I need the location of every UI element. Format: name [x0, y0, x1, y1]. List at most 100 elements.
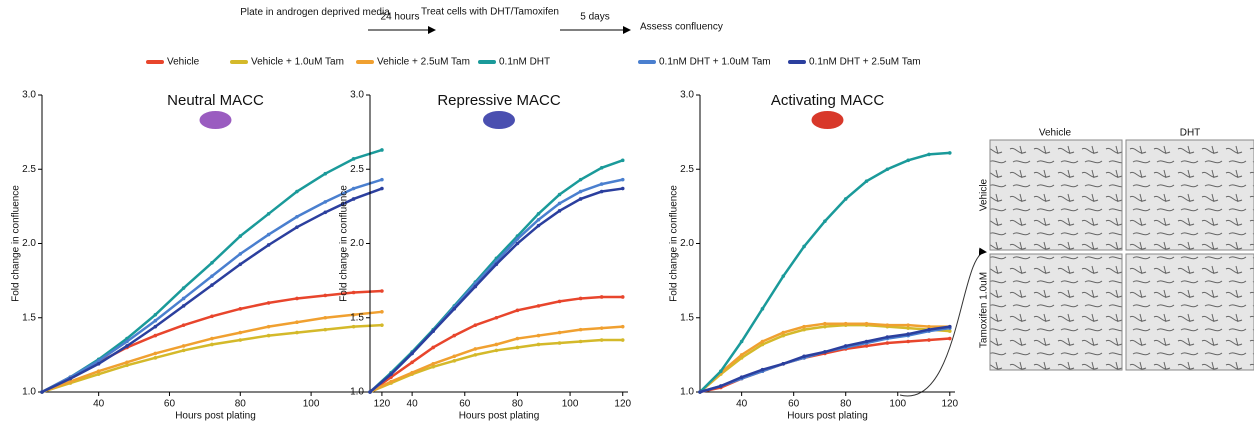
data-point [351, 157, 356, 161]
y-axis-label: Fold change in confluence [339, 185, 350, 302]
data-point [515, 237, 520, 241]
data-point [323, 315, 328, 320]
data-point [68, 379, 73, 384]
data-point [578, 339, 583, 344]
data-point [536, 304, 541, 308]
data-point [295, 320, 299, 325]
data-point [431, 329, 435, 333]
data-point [719, 369, 723, 374]
data-point [536, 333, 541, 338]
data-point [760, 307, 765, 311]
data-point [266, 333, 271, 338]
x-axis-label: Hours post plating [787, 411, 868, 422]
data-point [323, 200, 328, 204]
data-point [410, 370, 414, 375]
data-point [380, 323, 384, 327]
y-tick-label: 2.5 [22, 164, 36, 175]
data-point [125, 360, 129, 365]
data-point [906, 158, 910, 163]
data-point [494, 348, 499, 353]
x-axis-label: Hours post plating [459, 411, 540, 422]
x-tick-label: 60 [459, 399, 471, 410]
x-tick-label: 80 [512, 399, 524, 410]
data-point [473, 284, 478, 289]
data-point [210, 274, 214, 278]
x-tick-label: 60 [164, 399, 176, 410]
legend-label: Vehicle + 1.0uM Tam [251, 57, 344, 68]
data-point [351, 290, 356, 295]
data-point [864, 179, 869, 183]
data-point [494, 262, 499, 267]
data-point [153, 318, 158, 323]
data-point [494, 342, 499, 347]
data-point [238, 330, 243, 335]
y-axis-label: Fold change in confluence [11, 185, 22, 302]
data-point [380, 289, 384, 293]
data-point [578, 327, 583, 332]
data-point [96, 372, 101, 376]
data-point [351, 324, 356, 329]
chart-title: Repressive MACC [437, 92, 561, 109]
data-point [823, 219, 827, 224]
data-point [698, 390, 702, 394]
data-point [380, 148, 384, 152]
y-tick-label: 2.5 [350, 164, 364, 175]
data-point [473, 323, 478, 327]
data-point [599, 338, 604, 342]
data-point [238, 262, 243, 267]
data-point [864, 339, 869, 344]
series-line [369, 325, 623, 394]
data-point [153, 312, 158, 317]
data-point [181, 304, 186, 308]
data-point [620, 338, 625, 342]
data-point [781, 333, 786, 338]
x-tick-label: 40 [407, 399, 419, 410]
x-tick-label: 40 [736, 399, 748, 410]
row-label: Vehicle [979, 178, 990, 211]
data-point [238, 338, 243, 342]
chart-title: Neutral MACC [167, 92, 264, 109]
x-tick-label: 80 [840, 399, 852, 410]
data-point [515, 241, 520, 246]
legend-label: 0.1nM DHT + 2.5uM Tam [809, 57, 921, 68]
micrograph [1125, 253, 1254, 371]
data-point [739, 375, 744, 379]
y-tick-label: 1.5 [680, 312, 694, 323]
data-point [238, 252, 243, 256]
data-point [181, 296, 186, 301]
data-point [96, 359, 101, 363]
data-point [96, 361, 101, 366]
micrograph [989, 139, 1123, 251]
data-point [927, 327, 931, 332]
macc-icon [199, 111, 232, 129]
data-point [515, 336, 520, 341]
data-point [389, 379, 393, 384]
data-point [431, 361, 435, 366]
y-tick-label: 1.0 [680, 387, 694, 398]
legend-label: Vehicle + 2.5uM Tam [377, 57, 470, 68]
data-point [210, 342, 214, 347]
data-point [295, 330, 299, 335]
data-point [153, 356, 158, 360]
y-tick-label: 1.0 [350, 387, 364, 398]
data-point [843, 197, 848, 201]
data-point [906, 332, 910, 336]
data-point [947, 336, 952, 341]
data-point [536, 342, 541, 347]
data-point [351, 312, 356, 317]
data-point [947, 151, 952, 155]
data-point [578, 189, 583, 194]
data-point [578, 197, 583, 201]
data-point [351, 186, 356, 191]
data-point [599, 295, 604, 299]
x-tick-label: 60 [788, 399, 800, 410]
workflow: Plate in androgen deprived media 24 hour… [240, 7, 723, 34]
data-point [906, 339, 910, 344]
data-point [125, 363, 129, 368]
data-point [452, 307, 457, 311]
data-point [947, 324, 952, 329]
data-point [620, 186, 625, 191]
micrograph [989, 253, 1123, 371]
data-point [295, 296, 299, 301]
y-tick-label: 1.5 [22, 312, 36, 323]
